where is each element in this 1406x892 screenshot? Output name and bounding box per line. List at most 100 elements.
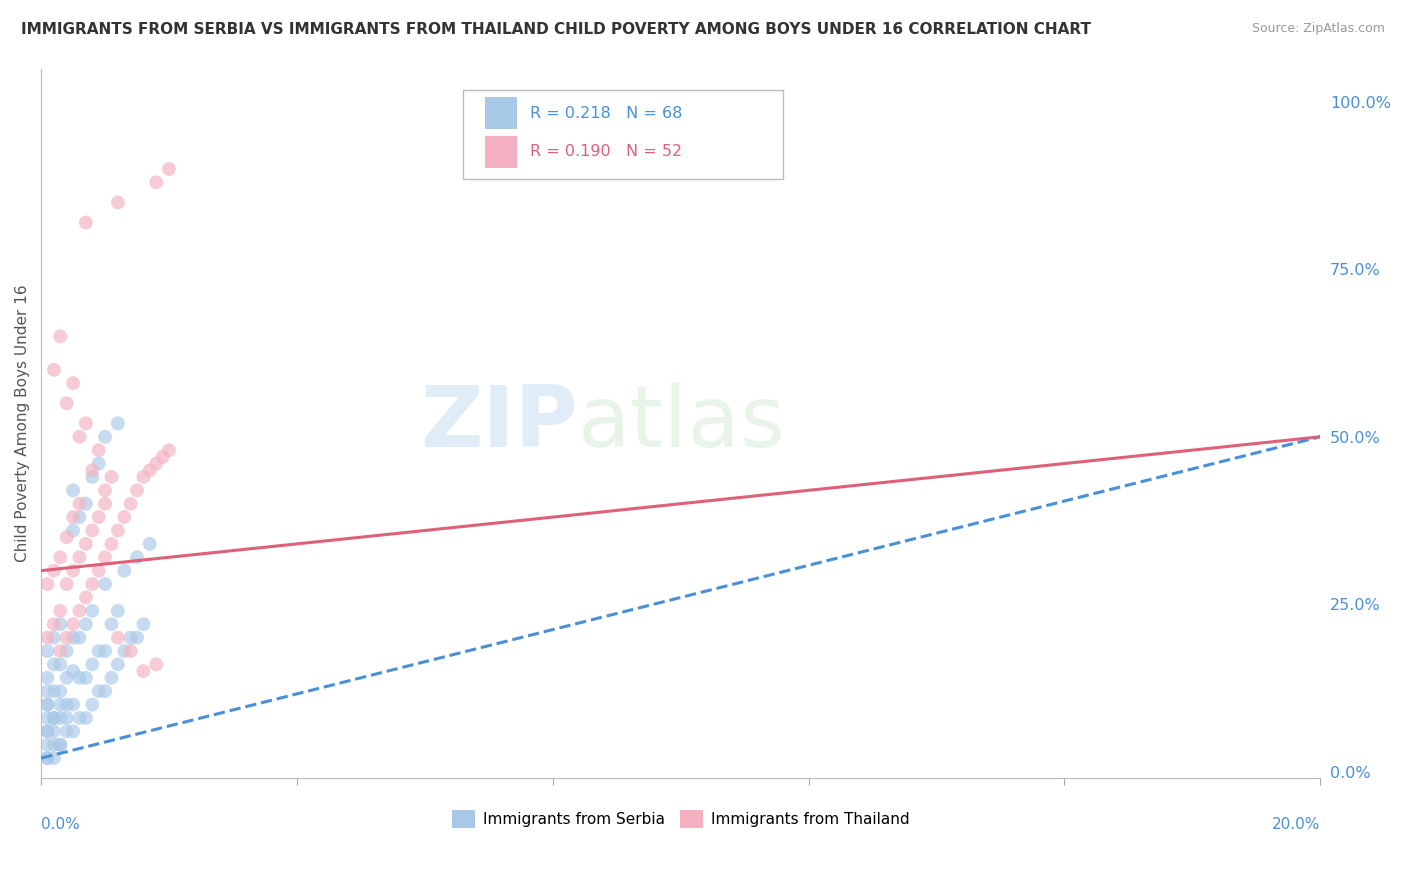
- Text: R = 0.190   N = 52: R = 0.190 N = 52: [530, 144, 682, 159]
- Point: [112, 564, 135, 578]
- Point: [75, 215, 97, 229]
- Point: [157, 443, 180, 458]
- Point: [87, 457, 110, 471]
- Point: [55, 671, 77, 685]
- Text: Source: ZipAtlas.com: Source: ZipAtlas.com: [1251, 22, 1385, 36]
- Point: [132, 617, 155, 632]
- FancyBboxPatch shape: [485, 97, 517, 129]
- Point: [42, 564, 65, 578]
- FancyBboxPatch shape: [463, 90, 783, 178]
- Point: [37, 724, 59, 739]
- Point: [49, 711, 72, 725]
- Point: [55, 396, 77, 410]
- Text: IMMIGRANTS FROM SERBIA VS IMMIGRANTS FROM THAILAND CHILD POVERTY AMONG BOYS UNDE: IMMIGRANTS FROM SERBIA VS IMMIGRANTS FRO…: [21, 22, 1091, 37]
- Point: [145, 457, 167, 471]
- Text: atlas: atlas: [578, 382, 786, 465]
- Point: [37, 577, 59, 591]
- Point: [42, 738, 65, 752]
- Point: [37, 751, 59, 765]
- Text: R = 0.218   N = 68: R = 0.218 N = 68: [530, 106, 682, 120]
- Point: [139, 463, 162, 477]
- Point: [62, 617, 84, 632]
- Point: [94, 550, 117, 565]
- Point: [152, 450, 174, 464]
- Point: [87, 443, 110, 458]
- Point: [112, 510, 135, 524]
- Point: [82, 577, 104, 591]
- Y-axis label: Child Poverty Among Boys Under 16: Child Poverty Among Boys Under 16: [15, 285, 30, 562]
- Point: [55, 698, 77, 712]
- Point: [82, 524, 104, 538]
- Point: [125, 631, 148, 645]
- Point: [49, 644, 72, 658]
- Point: [69, 631, 91, 645]
- Point: [100, 470, 122, 484]
- Point: [120, 631, 142, 645]
- Point: [82, 463, 104, 477]
- Point: [37, 698, 59, 712]
- Point: [42, 751, 65, 765]
- Point: [69, 711, 91, 725]
- Point: [107, 657, 129, 672]
- Point: [49, 617, 72, 632]
- Point: [55, 631, 77, 645]
- Point: [49, 684, 72, 698]
- Point: [62, 724, 84, 739]
- Point: [145, 657, 167, 672]
- Point: [37, 738, 59, 752]
- Point: [55, 724, 77, 739]
- Point: [37, 631, 59, 645]
- Point: [75, 417, 97, 431]
- Point: [55, 530, 77, 544]
- Point: [62, 664, 84, 678]
- Point: [94, 644, 117, 658]
- Point: [100, 537, 122, 551]
- Point: [87, 564, 110, 578]
- Point: [94, 497, 117, 511]
- Point: [42, 711, 65, 725]
- Point: [125, 550, 148, 565]
- Point: [37, 711, 59, 725]
- Point: [82, 470, 104, 484]
- Point: [112, 644, 135, 658]
- Point: [120, 497, 142, 511]
- Point: [62, 631, 84, 645]
- Point: [69, 430, 91, 444]
- Point: [82, 657, 104, 672]
- Point: [37, 698, 59, 712]
- Text: 20.0%: 20.0%: [1272, 817, 1320, 832]
- Point: [42, 617, 65, 632]
- Point: [62, 698, 84, 712]
- Point: [69, 497, 91, 511]
- Point: [94, 577, 117, 591]
- Point: [69, 550, 91, 565]
- Point: [49, 698, 72, 712]
- Point: [42, 724, 65, 739]
- Point: [49, 657, 72, 672]
- Point: [42, 657, 65, 672]
- Legend: Immigrants from Serbia, Immigrants from Thailand: Immigrants from Serbia, Immigrants from …: [446, 804, 915, 834]
- Point: [42, 631, 65, 645]
- Text: 0.0%: 0.0%: [41, 817, 80, 832]
- Point: [69, 671, 91, 685]
- Point: [75, 711, 97, 725]
- Point: [100, 617, 122, 632]
- Point: [69, 510, 91, 524]
- Point: [55, 577, 77, 591]
- Point: [49, 738, 72, 752]
- Point: [37, 671, 59, 685]
- Point: [107, 604, 129, 618]
- Point: [42, 684, 65, 698]
- Point: [107, 524, 129, 538]
- Point: [120, 644, 142, 658]
- Point: [87, 644, 110, 658]
- Point: [75, 617, 97, 632]
- Point: [75, 537, 97, 551]
- Point: [37, 724, 59, 739]
- Point: [49, 329, 72, 343]
- Point: [87, 684, 110, 698]
- Point: [62, 564, 84, 578]
- Point: [42, 711, 65, 725]
- Point: [157, 161, 180, 176]
- Point: [125, 483, 148, 498]
